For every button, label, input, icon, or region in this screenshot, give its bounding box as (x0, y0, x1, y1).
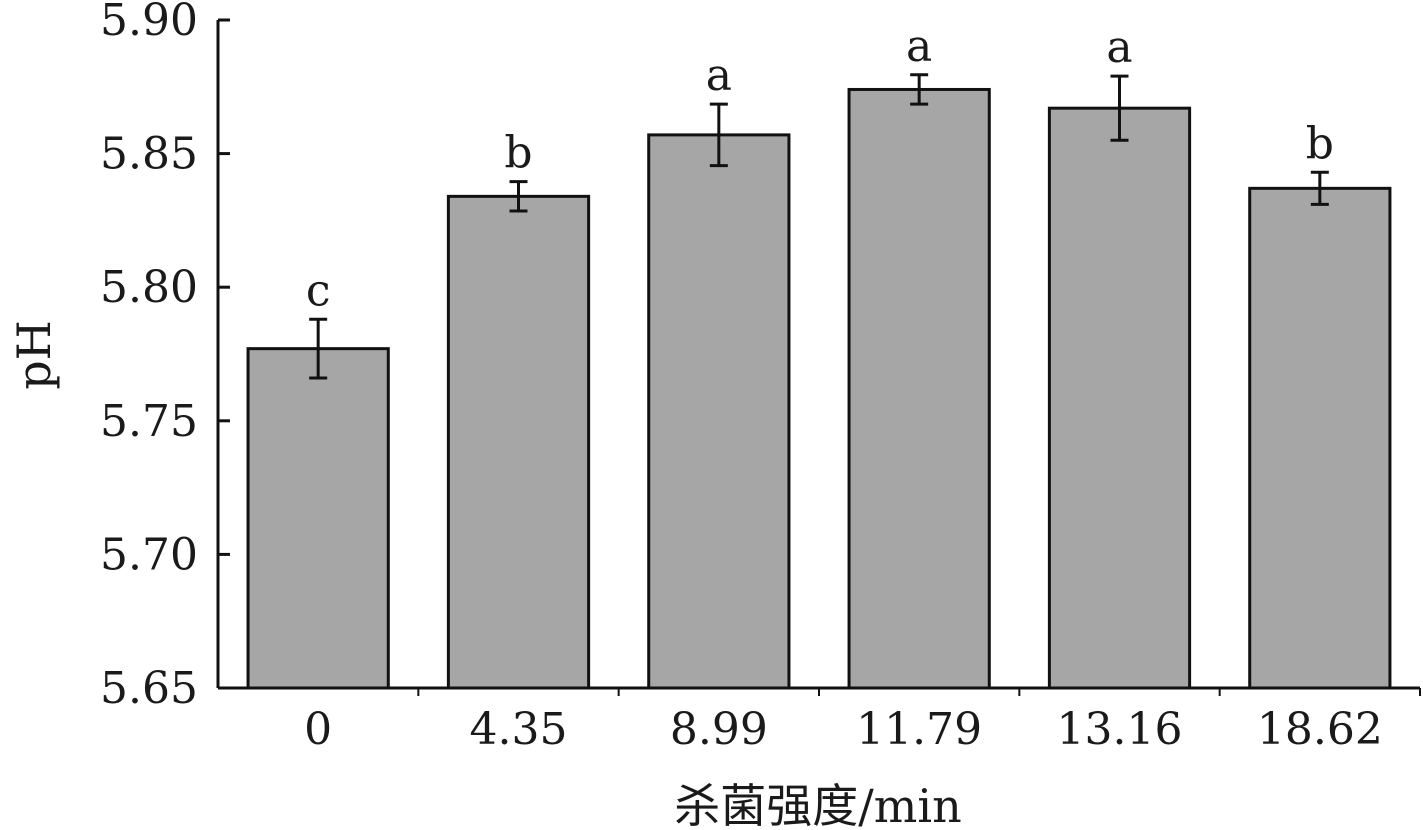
y-axis-title: pH (7, 320, 61, 390)
y-tick-label-2: 5.75 (100, 396, 198, 447)
x-tick-label-2: 8.99 (670, 704, 768, 755)
error-bar-4 (1110, 74, 1129, 142)
axes-layer (216, 18, 1421, 696)
error-bar-1 (509, 180, 528, 213)
labels-layer: c 0 b 4.35 a 8.99 a 11.79 a 13.16 b 18.62 5.65 5.70 5.… (100, 0, 1383, 755)
x-axis-title: 杀菌强度/min (674, 779, 961, 830)
bar-4 (1047, 106, 1192, 690)
significance-label-3: a (906, 21, 932, 72)
bar-1 (446, 194, 591, 690)
x-tick-label-4: 13.16 (1057, 704, 1183, 755)
error-bar-0 (309, 317, 328, 380)
error-bar-3 (910, 73, 929, 106)
bar-5 (1248, 186, 1392, 690)
bar-0 (246, 347, 390, 690)
error-bars-layer (309, 73, 1329, 380)
y-tick-label-1: 5.70 (100, 529, 198, 580)
error-bar-2 (709, 102, 728, 168)
bar-3 (847, 87, 991, 690)
bars-layer (246, 87, 1392, 690)
significance-label-0: c (306, 265, 331, 316)
y-tick-label-3: 5.80 (100, 262, 198, 313)
x-tick-label-0: 0 (304, 704, 332, 755)
significance-label-2: a (706, 50, 732, 101)
y-tick-label-0: 5.65 (100, 663, 198, 714)
significance-label-4: a (1106, 22, 1132, 73)
y-tick-label-4: 5.85 (100, 129, 198, 180)
significance-label-5: b (1306, 118, 1334, 169)
x-tick-label-1: 4.35 (470, 704, 568, 755)
x-tick-label-3: 11.79 (856, 704, 982, 755)
x-tick-label-5: 18.62 (1257, 704, 1383, 755)
y-tick-label-5: 5.90 (100, 0, 198, 46)
bar-2 (647, 133, 791, 690)
error-bar-5 (1310, 170, 1329, 206)
significance-label-1: b (504, 128, 532, 179)
